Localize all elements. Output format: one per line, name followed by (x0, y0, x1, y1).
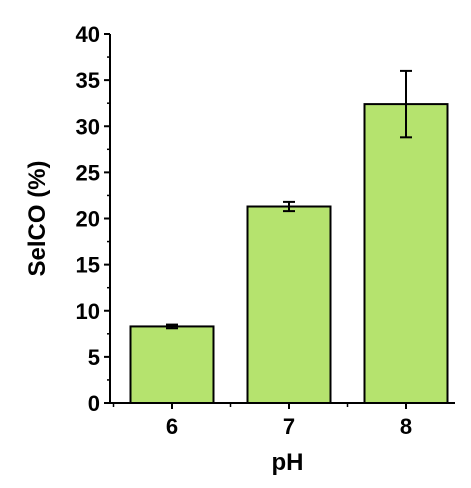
y-tick-label-5: 5 (88, 345, 100, 370)
y-axis-title: SelCO (%) (24, 160, 51, 276)
y-tick-label-35: 35 (76, 68, 100, 93)
y-tick-label-15: 15 (76, 253, 100, 278)
error-bars (166, 69, 412, 330)
x-tick-label-7: 7 (283, 414, 295, 439)
bars (129, 103, 449, 405)
y-tick-label-20: 20 (76, 207, 100, 232)
x-tick-label-6: 6 (166, 414, 178, 439)
y-tick-label-0: 0 (88, 391, 100, 416)
x-tick-label-8: 8 (400, 414, 412, 439)
y-tick-label-30: 30 (76, 114, 100, 139)
y-tick-label-10: 10 (76, 299, 100, 324)
bar-8 (363, 103, 449, 405)
y-tick-label-40: 40 (76, 22, 100, 47)
bar-6 (129, 325, 215, 404)
y-ticks: 0 5 10 15 20 25 30 35 40 (76, 22, 110, 416)
bar-7 (246, 205, 332, 404)
x-ticks: 6 7 8 (112, 403, 412, 439)
y-tick-label-25: 25 (76, 160, 100, 185)
x-axis-title: pH (272, 449, 304, 476)
